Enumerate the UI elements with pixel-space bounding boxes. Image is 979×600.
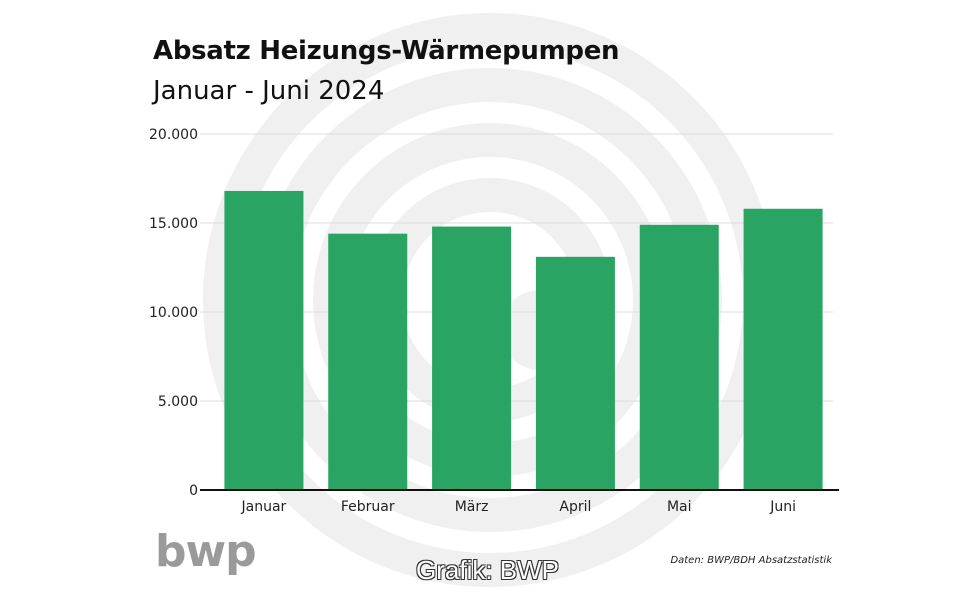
y-tick-label: 15.000 xyxy=(149,216,198,232)
chart-subtitle: Januar - Juni 2024 xyxy=(153,76,385,106)
bwp-logo: bwp xyxy=(155,526,257,577)
y-tick-label: 20.000 xyxy=(149,127,198,143)
x-tick-label: Februar xyxy=(341,499,395,515)
bar-april xyxy=(535,256,615,490)
x-tick-label: Juni xyxy=(769,499,796,515)
x-tick-label: März xyxy=(455,499,489,515)
chart-title: Absatz Heizungs-Wärmepumpen xyxy=(153,36,620,66)
bar-januar xyxy=(224,190,304,490)
y-tick-label: 5.000 xyxy=(158,394,198,410)
bar-mai xyxy=(639,224,719,490)
x-tick-label: Januar xyxy=(241,499,287,515)
gridlines xyxy=(200,133,833,402)
image-credit: Grafik: BWP xyxy=(416,555,560,585)
x-tick-labels: Januar Februar März April Mai Juni xyxy=(241,499,796,515)
y-tick-labels: 0 5.000 10.000 15.000 20.000 xyxy=(149,127,198,499)
bars xyxy=(224,190,823,490)
bar-märz xyxy=(432,226,512,490)
bar-juni xyxy=(743,208,823,490)
y-tick-label: 10.000 xyxy=(149,305,198,321)
x-tick-label: Mai xyxy=(667,499,692,515)
y-tick-label: 0 xyxy=(189,483,198,499)
data-source-note: Daten: BWP/BDH Absatzstatistik xyxy=(670,555,832,566)
bar-februar xyxy=(328,233,408,490)
x-tick-label: April xyxy=(559,499,591,515)
